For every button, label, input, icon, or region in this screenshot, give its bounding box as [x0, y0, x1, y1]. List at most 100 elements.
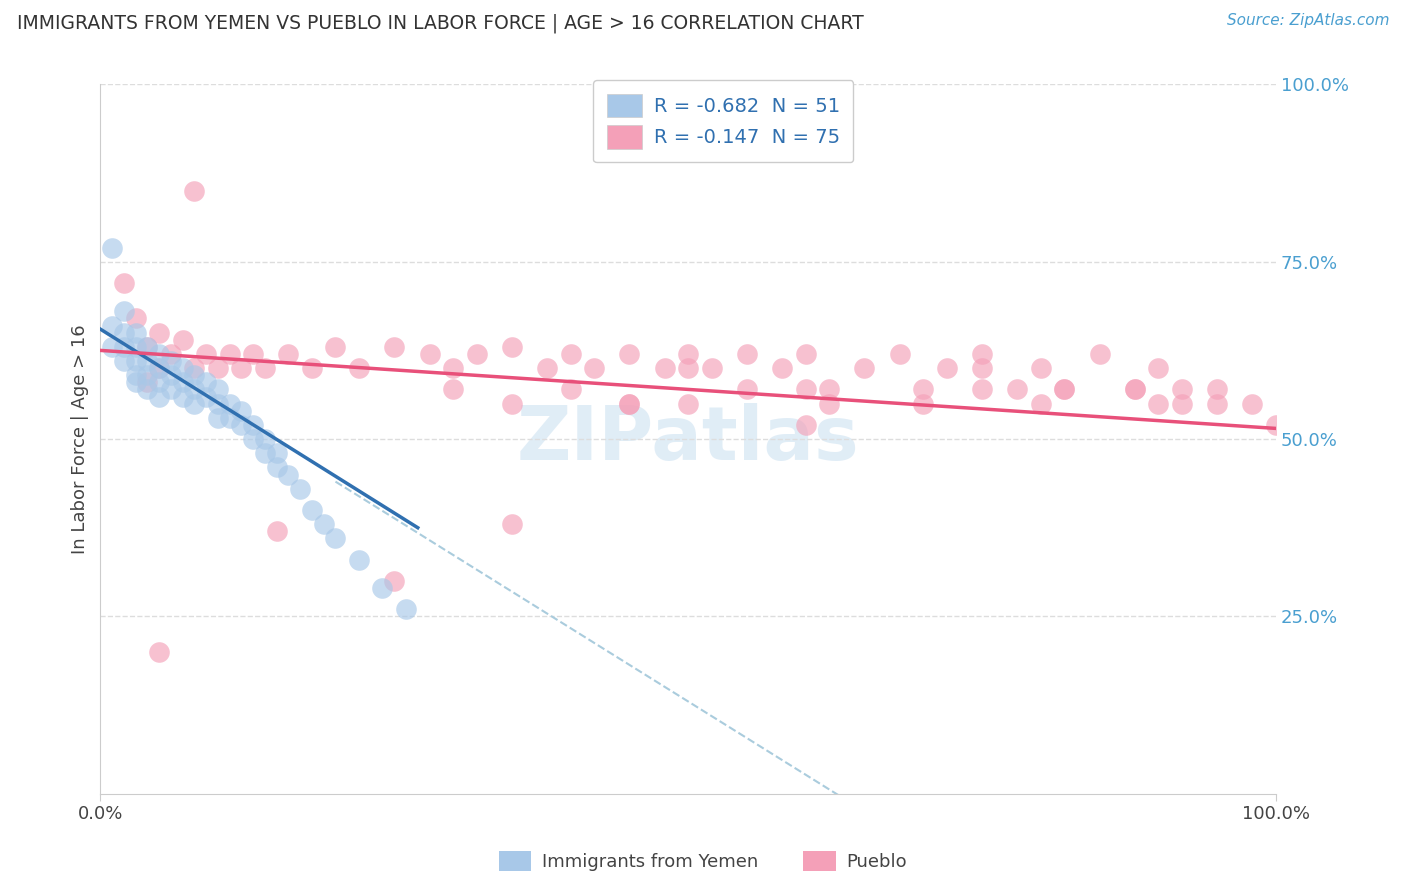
Point — [112, 276, 135, 290]
Point — [183, 396, 205, 410]
Point — [218, 347, 240, 361]
Point — [1007, 383, 1029, 397]
Point — [441, 361, 464, 376]
Point — [183, 383, 205, 397]
Point — [1029, 396, 1052, 410]
Point — [124, 376, 146, 390]
Point — [1053, 383, 1076, 397]
Point — [1147, 361, 1170, 376]
Point — [1171, 396, 1194, 410]
Point — [195, 347, 218, 361]
Point — [148, 361, 170, 376]
Point — [242, 432, 264, 446]
Point — [266, 460, 288, 475]
Point — [501, 396, 523, 410]
Point — [124, 311, 146, 326]
Point — [676, 396, 699, 410]
Point — [112, 354, 135, 368]
Point — [101, 340, 124, 354]
Point — [218, 396, 240, 410]
Point — [195, 390, 218, 404]
Point — [619, 347, 641, 361]
Point — [136, 376, 159, 390]
Point — [676, 347, 699, 361]
Point — [1029, 361, 1052, 376]
Y-axis label: In Labor Force | Age > 16: In Labor Force | Age > 16 — [72, 325, 89, 554]
Point — [465, 347, 488, 361]
Point — [935, 361, 957, 376]
Point — [183, 184, 205, 198]
Point — [619, 396, 641, 410]
Point — [347, 361, 370, 376]
Point — [112, 326, 135, 340]
Point — [1171, 383, 1194, 397]
Point — [136, 354, 159, 368]
Point — [371, 581, 394, 595]
Point — [818, 383, 841, 397]
Point — [794, 347, 817, 361]
Point — [290, 482, 312, 496]
Point — [912, 396, 935, 410]
Point — [818, 396, 841, 410]
Point — [112, 340, 135, 354]
Point — [1241, 396, 1264, 410]
Point — [312, 517, 335, 532]
Point — [1147, 396, 1170, 410]
Point — [395, 602, 418, 616]
Point — [148, 326, 170, 340]
Point — [1123, 383, 1146, 397]
Point — [207, 410, 229, 425]
Point — [619, 396, 641, 410]
Point — [1123, 383, 1146, 397]
Point — [301, 361, 323, 376]
Point — [136, 368, 159, 383]
Point — [136, 383, 159, 397]
Legend: Immigrants from Yemen, Pueblo: Immigrants from Yemen, Pueblo — [492, 844, 914, 879]
Point — [347, 552, 370, 566]
Point — [253, 361, 276, 376]
Point — [101, 241, 124, 255]
Point — [148, 645, 170, 659]
Point — [560, 383, 582, 397]
Point — [853, 361, 876, 376]
Point — [183, 361, 205, 376]
Point — [277, 347, 299, 361]
Point — [253, 432, 276, 446]
Text: IMMIGRANTS FROM YEMEN VS PUEBLO IN LABOR FORCE | AGE > 16 CORRELATION CHART: IMMIGRANTS FROM YEMEN VS PUEBLO IN LABOR… — [17, 13, 863, 33]
Point — [124, 326, 146, 340]
Point — [970, 347, 993, 361]
Point — [1053, 383, 1076, 397]
Point — [700, 361, 723, 376]
Point — [325, 532, 347, 546]
Point — [172, 390, 194, 404]
Point — [207, 361, 229, 376]
Point — [1206, 396, 1229, 410]
Point — [970, 383, 993, 397]
Point — [218, 410, 240, 425]
Point — [560, 347, 582, 361]
Point — [160, 354, 183, 368]
Point — [242, 417, 264, 432]
Point — [266, 446, 288, 460]
Point — [160, 368, 183, 383]
Point — [136, 340, 159, 354]
Point — [1265, 417, 1288, 432]
Point — [101, 318, 124, 333]
Point — [231, 361, 253, 376]
Point — [1088, 347, 1111, 361]
Point — [418, 347, 440, 361]
Point — [1206, 383, 1229, 397]
Point — [148, 361, 170, 376]
Point — [253, 446, 276, 460]
Point — [277, 467, 299, 482]
Point — [301, 503, 323, 517]
Point — [501, 517, 523, 532]
Point — [172, 333, 194, 347]
Point — [124, 354, 146, 368]
Point — [112, 304, 135, 318]
Point — [183, 368, 205, 383]
Point — [160, 347, 183, 361]
Point — [382, 574, 405, 588]
Point — [124, 340, 146, 354]
Point — [382, 340, 405, 354]
